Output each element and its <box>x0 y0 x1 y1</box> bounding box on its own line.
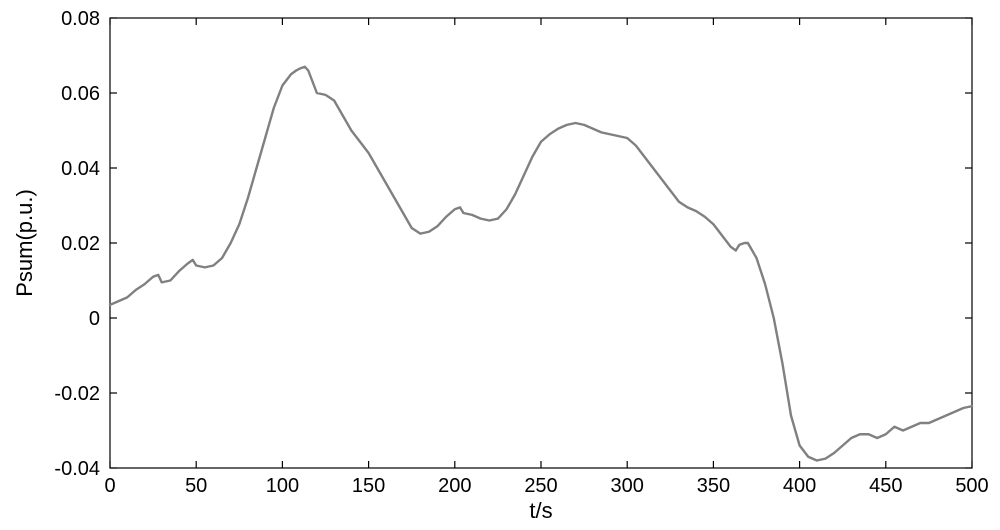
x-tick-label: 100 <box>266 475 299 497</box>
x-tick-label: 450 <box>869 475 902 497</box>
y-ticks: -0.04 -0.02 0 0.02 0.04 0.06 0.08 <box>54 8 972 480</box>
x-tick-label: 200 <box>438 475 471 497</box>
x-tick-label: 350 <box>697 475 730 497</box>
x-tick-label: 0 <box>104 475 115 497</box>
plot-box <box>110 18 972 468</box>
y-tick-label: -0.02 <box>54 383 100 405</box>
x-tick-label: 50 <box>185 475 207 497</box>
y-tick-label: -0.04 <box>54 458 100 480</box>
x-tick-label: 150 <box>352 475 385 497</box>
line-chart: 050100150200250300350400450500 -0.04-0.0… <box>0 0 1000 530</box>
y-tick-label: 0 <box>89 308 100 330</box>
y-tick-label: 0.02 <box>61 233 100 255</box>
y-tick-label: 0.04 <box>61 158 100 180</box>
y-axis-label: Psum(p.u.) <box>12 189 37 297</box>
y-tick-label: 0.08 <box>61 8 100 30</box>
x-tick-label: 250 <box>524 475 557 497</box>
y-tick-label: 0.06 <box>61 83 100 105</box>
x-tick-label: 400 <box>783 475 816 497</box>
x-axis-label: t/s <box>529 498 552 523</box>
psum-line <box>110 67 972 461</box>
x-ticks: 0 50 100 150 200 250 300 350 400 450 500 <box>104 18 988 497</box>
chart-container: 050100150200250300350400450500 -0.04-0.0… <box>0 0 1000 530</box>
x-tick-label: 300 <box>611 475 644 497</box>
x-tick-label: 500 <box>955 475 988 497</box>
